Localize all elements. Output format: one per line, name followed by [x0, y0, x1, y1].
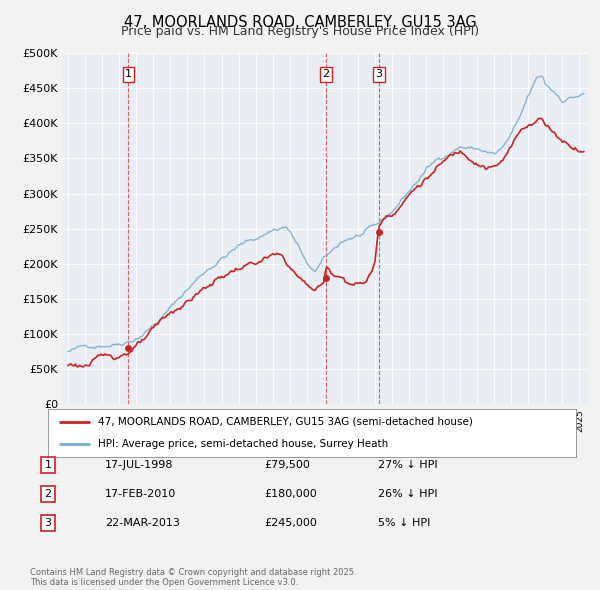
Text: 22-MAR-2013: 22-MAR-2013 [105, 518, 180, 527]
Text: 26% ↓ HPI: 26% ↓ HPI [378, 489, 437, 499]
Text: £79,500: £79,500 [264, 460, 310, 470]
Text: 2: 2 [44, 489, 52, 499]
Text: £180,000: £180,000 [264, 489, 317, 499]
Text: 2: 2 [322, 69, 329, 79]
Text: 5% ↓ HPI: 5% ↓ HPI [378, 518, 430, 527]
Text: 47, MOORLANDS ROAD, CAMBERLEY, GU15 3AG (semi-detached house): 47, MOORLANDS ROAD, CAMBERLEY, GU15 3AG … [98, 417, 473, 427]
Text: Price paid vs. HM Land Registry's House Price Index (HPI): Price paid vs. HM Land Registry's House … [121, 25, 479, 38]
Text: 27% ↓ HPI: 27% ↓ HPI [378, 460, 437, 470]
Text: 3: 3 [375, 69, 382, 79]
Text: 3: 3 [44, 518, 52, 527]
Text: 17-JUL-1998: 17-JUL-1998 [105, 460, 173, 470]
Text: HPI: Average price, semi-detached house, Surrey Heath: HPI: Average price, semi-detached house,… [98, 439, 388, 449]
Text: Contains HM Land Registry data © Crown copyright and database right 2025.
This d: Contains HM Land Registry data © Crown c… [30, 568, 356, 587]
Text: 47, MOORLANDS ROAD, CAMBERLEY, GU15 3AG: 47, MOORLANDS ROAD, CAMBERLEY, GU15 3AG [124, 15, 476, 30]
Text: £245,000: £245,000 [264, 518, 317, 527]
Text: 17-FEB-2010: 17-FEB-2010 [105, 489, 176, 499]
Text: 1: 1 [125, 69, 132, 79]
Text: 1: 1 [44, 460, 52, 470]
